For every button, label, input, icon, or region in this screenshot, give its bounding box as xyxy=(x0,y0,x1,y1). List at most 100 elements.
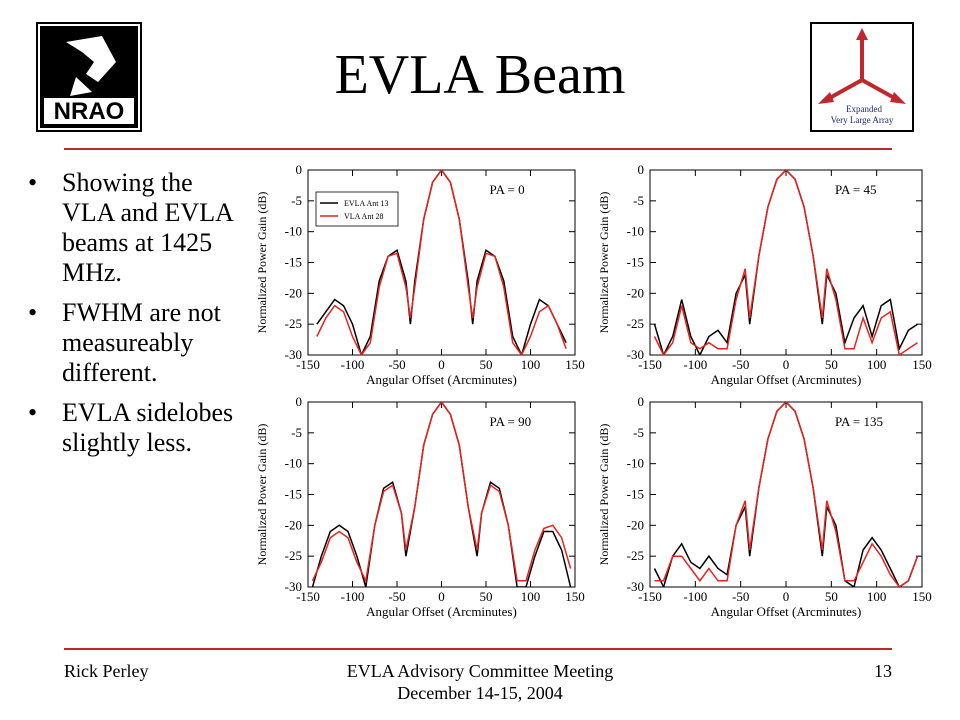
bullet-dot-icon: • xyxy=(28,168,38,197)
chart-1-xtick-label: 150 xyxy=(912,357,932,372)
chart-0-ytick-label: -20 xyxy=(285,285,302,300)
chart-3-xtick-label: 100 xyxy=(867,589,887,604)
footer-event-line1: EVLA Advisory Committee Meeting xyxy=(346,661,614,681)
chart-1-ytick-label: -10 xyxy=(627,224,644,239)
chart-3-ytick-label: -5 xyxy=(633,425,644,440)
chart-2-xtick-label: -150 xyxy=(296,589,320,604)
beam-plot-pa-135: 0 -5 -10 -15 -20 -25 -30-150 -100 -50 0 50 100 150 An… xyxy=(597,394,932,619)
chart-0-ylabel: Normalized Power Gain (dB) xyxy=(255,192,269,334)
chart-0-xlabel: Angular Offset (Arcminutes) xyxy=(366,372,517,387)
chart-0-xtick-label: 100 xyxy=(521,357,541,372)
chart-1-xtick-label: 0 xyxy=(783,357,790,372)
chart-3-panel-label: PA = 135 xyxy=(835,414,883,429)
chart-3-series-0-line xyxy=(653,402,919,587)
bullet-text: Showing the VLA and EVLA beams at 1425 M… xyxy=(62,168,233,287)
chart-1-ytick-label: -5 xyxy=(633,193,644,208)
beam-plot-pa-45: 0 -5 -10 -15 -20 -25 -30-150 -100 -50 0 50 100 150 An… xyxy=(597,162,932,387)
chart-1-xtick-label: -50 xyxy=(732,357,749,372)
chart-2-series-1-line xyxy=(311,402,572,584)
chart-2-frame xyxy=(307,401,576,588)
chart-1-ytick-label: -25 xyxy=(627,316,644,331)
chart-0-panel-label: PA = 0 xyxy=(490,182,525,197)
chart-2-xtick-label: -100 xyxy=(341,589,365,604)
chart-1-ytick-label: -15 xyxy=(627,255,644,270)
nrao-logo: NRAO xyxy=(36,22,142,132)
bullet-list: • Showing the VLA and EVLA beams at 1425 … xyxy=(28,168,240,468)
chart-3-ytick-label: -10 xyxy=(627,456,644,471)
chart-2-ytick-label: 0 xyxy=(296,394,303,409)
chart-2-xtick-label: 100 xyxy=(521,589,541,604)
chart-0-ytick-label: -25 xyxy=(285,316,302,331)
beam-plot-pa-0: 0 -5 -10 -15 -20 -25 -30-150 -100 -50 0 50 100 150 An… xyxy=(255,162,585,387)
bullet-text: FWHM are not measureably different. xyxy=(62,298,221,387)
chart-0-xtick-label: -50 xyxy=(388,357,405,372)
chart-3-frame xyxy=(649,401,923,588)
top-divider xyxy=(64,148,892,150)
chart-1-ytick-label: -20 xyxy=(627,285,644,300)
bullet-item: • FWHM are not measureably different. xyxy=(28,298,240,388)
chart-0-ytick-label: -15 xyxy=(285,255,302,270)
chart-2-ytick-label: -5 xyxy=(291,425,302,440)
chart-0-xtick-label: -150 xyxy=(296,357,320,372)
chart-2-ylabel: Normalized Power Gain (dB) xyxy=(255,424,269,566)
chart-1-xtick-label: 100 xyxy=(867,357,887,372)
chart-0-ytick-label: -5 xyxy=(291,193,302,208)
chart-3-ytick-label: -25 xyxy=(627,548,644,563)
chart-2-xtick-label: 0 xyxy=(438,589,445,604)
page-number: 13 xyxy=(874,661,892,681)
chart-1-xtick-label: 50 xyxy=(825,357,838,372)
chart-3-ylabel: Normalized Power Gain (dB) xyxy=(597,424,611,566)
chart-1-ylabel: Normalized Power Gain (dB) xyxy=(597,192,611,334)
chart-2-xtick-label: 50 xyxy=(480,589,493,604)
chart-1-xlabel: Angular Offset (Arcminutes) xyxy=(711,372,862,387)
chart-1-xtick-label: -150 xyxy=(638,357,662,372)
chart-2-ytick-label: -10 xyxy=(285,456,302,471)
chart-2-panel-label: PA = 90 xyxy=(490,414,532,429)
chart-1-panel-label: PA = 45 xyxy=(835,182,877,197)
bullet-item: • EVLA sidelobes slightly less. xyxy=(28,398,240,458)
chart-1-frame xyxy=(649,169,923,356)
chart-3-xtick-label: -50 xyxy=(732,589,749,604)
nrao-logo-graphic: NRAO xyxy=(36,22,142,132)
chart-0-legend-label-1: VLA Ant 28 xyxy=(344,212,384,221)
chart-3-ytick-label: -15 xyxy=(627,487,644,502)
chart-0-xtick-label: 50 xyxy=(480,357,493,372)
chart-3-series-1-line xyxy=(654,402,919,587)
bullet-item: • Showing the VLA and EVLA beams at 1425 … xyxy=(28,168,240,288)
slide-title: EVLA Beam xyxy=(334,44,626,106)
bullet-text: EVLA sidelobes slightly less. xyxy=(62,398,234,457)
footer-author: Rick Perley xyxy=(64,661,149,681)
beam-plot-pa-90: 0 -5 -10 -15 -20 -25 -30-150 -100 -50 0 50 100 150 An… xyxy=(255,394,585,619)
nrao-logo-text: NRAO xyxy=(54,98,125,125)
evla-logo-text-line2: Very Large Array xyxy=(831,115,894,125)
chart-1-series-0-line xyxy=(653,170,918,355)
chart-0-xtick-label: 0 xyxy=(438,357,445,372)
chart-3-xtick-label: -150 xyxy=(638,589,662,604)
chart-2-xlabel: Angular Offset (Arcminutes) xyxy=(366,604,517,619)
chart-1-xtick-label: -100 xyxy=(683,357,707,372)
bottom-divider xyxy=(64,648,892,650)
chart-2-series-0-line xyxy=(311,402,572,587)
chart-3-xtick-label: 50 xyxy=(825,589,838,604)
chart-0-ytick-label: -10 xyxy=(285,224,302,239)
chart-2-ytick-label: -30 xyxy=(285,579,302,594)
chart-0-legend-label-0: EVLA Ant 13 xyxy=(344,199,388,208)
chart-1-ytick-label: -30 xyxy=(627,347,644,362)
chart-3-xtick-label: 0 xyxy=(783,589,790,604)
chart-3-ytick-label: 0 xyxy=(638,394,645,409)
chart-1-ytick-label: 0 xyxy=(638,162,645,177)
chart-2-xtick-label: 150 xyxy=(565,589,585,604)
chart-3-xtick-label: -100 xyxy=(683,589,707,604)
chart-0-legend-box xyxy=(315,191,399,227)
bullet-dot-icon: • xyxy=(28,298,38,327)
footer-event: EVLA Advisory Committee Meeting December… xyxy=(300,660,660,704)
footer-event-line2: December 14-15, 2004 xyxy=(397,683,563,703)
bullet-dot-icon: • xyxy=(28,398,38,427)
chart-3-ytick-label: -20 xyxy=(627,517,644,532)
chart-3-xtick-label: 150 xyxy=(912,589,932,604)
chart-0-xtick-label: 150 xyxy=(565,357,585,372)
chart-0-ytick-label: -30 xyxy=(285,347,302,362)
chart-2-xtick-label: -50 xyxy=(388,589,405,604)
chart-2-ytick-label: -20 xyxy=(285,517,302,532)
chart-3-ytick-label: -30 xyxy=(627,579,644,594)
